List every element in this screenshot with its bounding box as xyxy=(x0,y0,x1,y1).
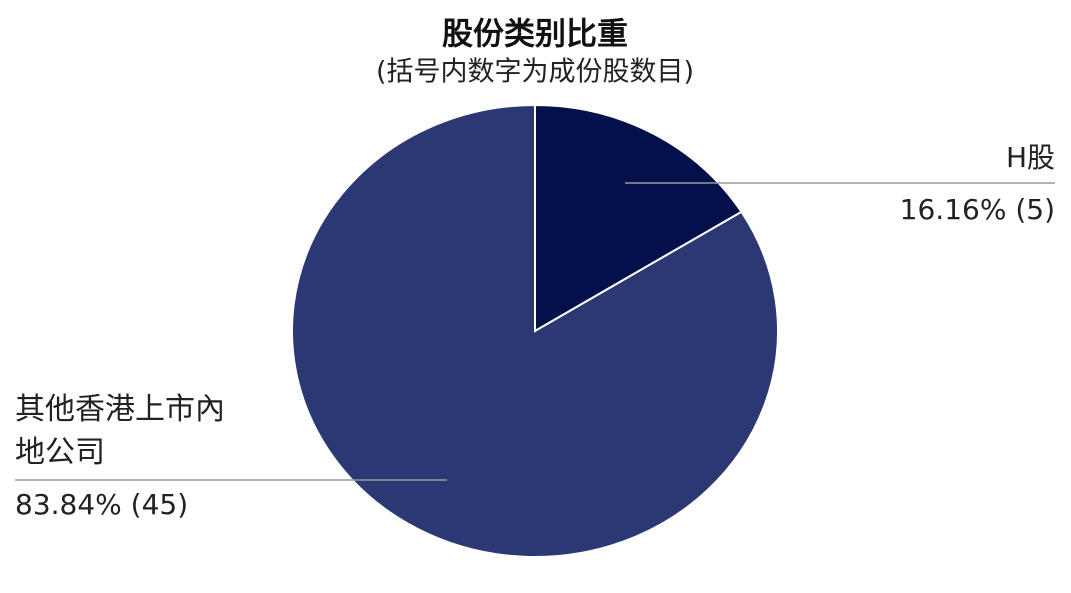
slice-label: 其他香港上市內地公司 xyxy=(15,392,225,470)
value-label: 16.16% (5) xyxy=(899,193,1055,226)
value-label: 83.84% (45) xyxy=(15,488,189,521)
slice-label: H股 xyxy=(1005,141,1055,174)
pie-slice xyxy=(291,103,779,558)
chart-title: 股份类别比重 xyxy=(442,17,628,53)
pie-slice xyxy=(534,103,743,333)
chart-subtitle: (括号内数字为成份股数目) xyxy=(376,57,694,88)
